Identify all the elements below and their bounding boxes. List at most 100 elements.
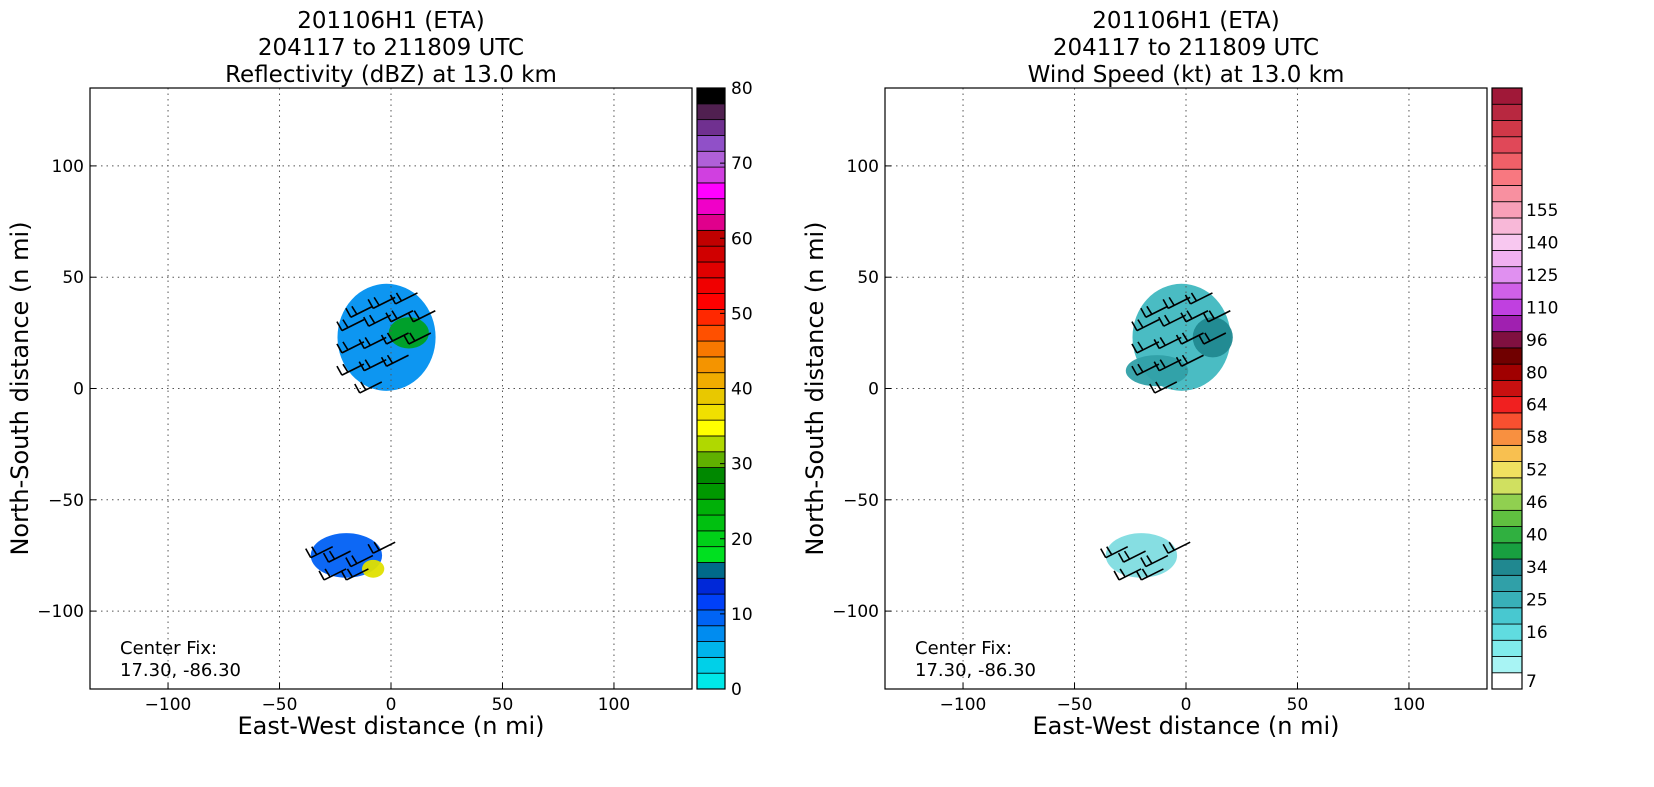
colorbar-segment [1491, 315, 1523, 333]
colorbar-segment [696, 340, 726, 358]
y-axis-label: North-South distance (n mi) [6, 221, 34, 555]
data-region [337, 283, 436, 391]
wind-barb [1175, 354, 1204, 367]
wind-barb [403, 332, 432, 345]
y-tick-label: 100 [847, 157, 879, 177]
colorbar-segment [1491, 120, 1523, 138]
colorbar-segment [1491, 656, 1523, 674]
wind-barb [1100, 545, 1129, 559]
colorbar-segment [1491, 396, 1523, 414]
x-tick-label: 0 [1181, 695, 1192, 715]
y-tick-label: 0 [73, 380, 84, 400]
wind-barb [380, 354, 409, 367]
wind-barb [1149, 381, 1178, 394]
colorbar-tick-label: 50 [731, 304, 753, 324]
colorbar-tick-label: 64 [1526, 396, 1548, 416]
chart-title-line: Wind Speed (kt) at 13.0 km [1028, 62, 1345, 88]
colorbar-segment [696, 593, 726, 611]
wind-barb [336, 318, 365, 332]
colorbar-segment [1491, 87, 1523, 105]
wind-barb [345, 305, 374, 318]
wind-barb [345, 554, 374, 568]
colorbar-tick-label: 96 [1526, 331, 1548, 351]
wind-barb [1113, 568, 1142, 581]
wind-barb [407, 310, 436, 323]
colorbar-segment [696, 150, 726, 168]
colorbar-tick-label: 20 [731, 530, 753, 550]
chart-title-line: 201106H1 (ETA) [1092, 8, 1280, 34]
colorbar-segment [696, 166, 726, 184]
wind-barb [1131, 341, 1160, 354]
wind-barb [358, 358, 387, 372]
colorbar-segment [696, 245, 726, 263]
colorbar-segment [1491, 477, 1523, 495]
colorbar-segment [696, 324, 726, 342]
wind-barb [1175, 332, 1204, 345]
y-tick-label: −100 [832, 602, 879, 622]
wind-barb [318, 568, 347, 581]
wind-barb [336, 363, 365, 376]
wind-barb [1140, 554, 1169, 568]
wind-barb [358, 336, 387, 350]
y-tick-label: 50 [62, 268, 84, 288]
colorbar-segment [696, 498, 726, 516]
colorbar-segment [1491, 461, 1523, 479]
colorbar-segment [1491, 526, 1523, 544]
colorbar-tick-label: 140 [1526, 233, 1558, 253]
wind-barb [1131, 363, 1160, 376]
colorbar-tick-label: 16 [1526, 623, 1548, 643]
wind-barb [1131, 318, 1160, 332]
wind-barb [336, 341, 365, 354]
center-fix-annotation: 17.30, -86.30 [915, 660, 1036, 681]
wind-barb [1140, 305, 1169, 318]
wind-barb [1162, 541, 1191, 554]
x-tick-label: −100 [940, 695, 987, 715]
colorbar-segment [1491, 282, 1523, 300]
colorbar-segment [1491, 298, 1523, 316]
colorbar-tick-label: 46 [1526, 493, 1548, 513]
colorbar-segment [1491, 250, 1523, 268]
colorbar-segment [1491, 672, 1523, 690]
y-tick-label: −100 [37, 602, 84, 622]
colorbar-segment [1491, 152, 1523, 170]
colorbar-tick-label: 70 [731, 154, 753, 174]
colorbar-segment [1491, 591, 1523, 609]
colorbar-segment [1491, 444, 1523, 462]
x-tick-label: 50 [492, 695, 514, 715]
colorbar-segment [1491, 428, 1523, 446]
wind-barb [1180, 310, 1209, 323]
wind-barb [354, 381, 383, 394]
colorbar-segment [696, 103, 726, 121]
colorbar-segment [1491, 136, 1523, 154]
colorbar-frame [1491, 87, 1523, 690]
colorbar-segment [696, 609, 726, 627]
wind-barb [1158, 314, 1187, 327]
chart-title-line: 204117 to 211809 UTC [1053, 35, 1319, 61]
colorbar-tick-label: 58 [1526, 428, 1548, 448]
colorbar-segment [696, 372, 726, 389]
colorbar-segment [696, 625, 726, 642]
colorbar-segment [696, 293, 726, 310]
colorbar-segment [1491, 201, 1523, 219]
colorbar-segment [1491, 412, 1523, 430]
colorbar-segment [696, 467, 726, 484]
colorbar-segment [696, 403, 726, 421]
data-region [362, 559, 385, 578]
colorbar-segment [696, 135, 726, 152]
wind-barb [340, 568, 369, 581]
wind-barb [389, 292, 418, 305]
data-region [1192, 317, 1233, 358]
colorbar-segment [696, 451, 726, 468]
chart-panel-1: 201106H1 (ETA)204117 to 211809 UTCReflec… [6, 8, 753, 740]
colorbar-segment [1491, 379, 1523, 398]
y-tick-label: 100 [52, 157, 84, 177]
y-tick-label: 50 [857, 268, 879, 288]
wind-barb [380, 332, 409, 345]
wind-barb [1198, 332, 1227, 345]
colorbar-segment [696, 309, 726, 326]
colorbar-segment [696, 214, 726, 231]
wind-barb [1202, 310, 1231, 323]
colorbar-segment [696, 546, 726, 563]
x-tick-label: −50 [262, 695, 298, 715]
colorbar-segment [696, 87, 726, 105]
